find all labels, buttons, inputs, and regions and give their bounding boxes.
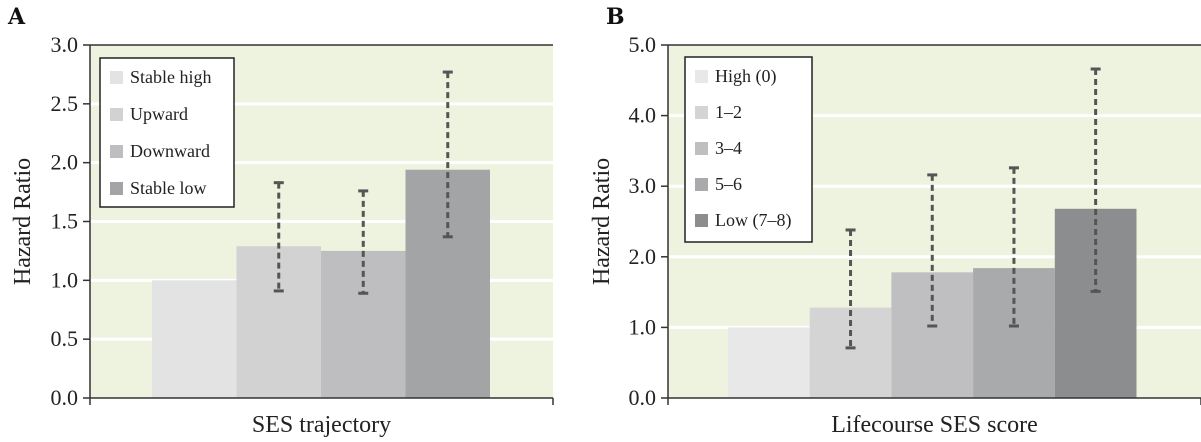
- y-tick-label: 5.0: [629, 32, 657, 57]
- legend-item: Upward: [110, 104, 188, 124]
- y-tick-label: 0.0: [51, 385, 79, 410]
- error-bar-3: [358, 189, 369, 295]
- y-tick-label: 1.5: [51, 209, 79, 234]
- legend-label: Stable high: [130, 67, 212, 87]
- y-tick-label: 1.0: [629, 314, 657, 339]
- x-axis-title: Lifecourse SES score: [831, 412, 1038, 438]
- error-bar-5: [1090, 67, 1101, 293]
- legend-item: 5–6: [695, 174, 742, 194]
- legend-item: Stable high: [110, 67, 212, 87]
- bar-1: [728, 327, 810, 398]
- legend-item: High (0): [695, 66, 777, 87]
- bar-4: [973, 268, 1055, 398]
- y-tick-label: 4.0: [629, 103, 657, 128]
- legend-label: Low (7–8): [715, 210, 791, 231]
- x-axis-title: SES trajectory: [252, 412, 391, 438]
- legend: High (0) 1–2 3–4 5–6 Low (7–8): [684, 56, 813, 243]
- error-bar-3: [927, 173, 938, 328]
- legend-item: Downward: [110, 141, 210, 161]
- error-bar-2: [273, 181, 284, 293]
- y-tick-label: 1.0: [51, 267, 79, 292]
- y-axis-title: Hazard Ratio: [10, 158, 36, 285]
- error-bar-4: [1008, 166, 1019, 328]
- legend-swatch: [110, 182, 123, 195]
- legend-swatch: [695, 178, 708, 191]
- legend-item: Low (7–8): [695, 210, 791, 231]
- panel-letter: B: [606, 4, 625, 30]
- bar-2: [236, 246, 321, 398]
- legend-label: 1–2: [715, 102, 742, 122]
- y-tick-label: 2.5: [51, 91, 79, 116]
- y-tick-label: 2.0: [629, 244, 657, 269]
- legend-swatch: [110, 71, 123, 84]
- bar-1: [152, 280, 237, 398]
- y-axis-title: Hazard Ratio: [589, 158, 615, 285]
- panel-a: A 0.0 0.5 1.0 1.5 2.0 2.5 3.0 Hazard Ratio SES tr…: [7, 4, 554, 438]
- legend-swatch: [695, 142, 708, 155]
- legend-label: Downward: [130, 141, 210, 161]
- legend-item: 1–2: [695, 102, 742, 122]
- legend-label: Upward: [130, 104, 188, 124]
- y-tick-label: 0.5: [51, 326, 79, 351]
- bar-3: [891, 272, 974, 398]
- legend-label: 5–6: [715, 174, 742, 194]
- y-tick-label: 3.0: [629, 173, 657, 198]
- bar-5: [1054, 208, 1137, 398]
- legend-swatch: [110, 145, 123, 158]
- error-bar-2: [845, 228, 856, 350]
- panel-letter: A: [7, 4, 26, 30]
- panel-b: B 0.0 1.0 2.0 3.0 4.0 5.0 Hazard Ratio Lifecours…: [589, 4, 1201, 438]
- y-tick-label: 2.0: [51, 150, 79, 175]
- legend-label: 3–4: [715, 138, 742, 158]
- legend: Stable high Upward Downward Stable low: [99, 57, 235, 208]
- legend-swatch: [695, 70, 708, 83]
- legend-label: Stable low: [130, 178, 207, 198]
- legend-swatch: [695, 214, 708, 227]
- legend-label: High (0): [715, 66, 777, 87]
- error-bar-4: [442, 70, 453, 239]
- legend-swatch: [110, 108, 123, 121]
- legend-item: 3–4: [695, 138, 742, 158]
- y-tick-label: 3.0: [51, 32, 79, 57]
- legend-swatch: [695, 106, 708, 119]
- legend-item: Stable low: [110, 178, 207, 198]
- y-tick-label: 0.0: [629, 385, 657, 410]
